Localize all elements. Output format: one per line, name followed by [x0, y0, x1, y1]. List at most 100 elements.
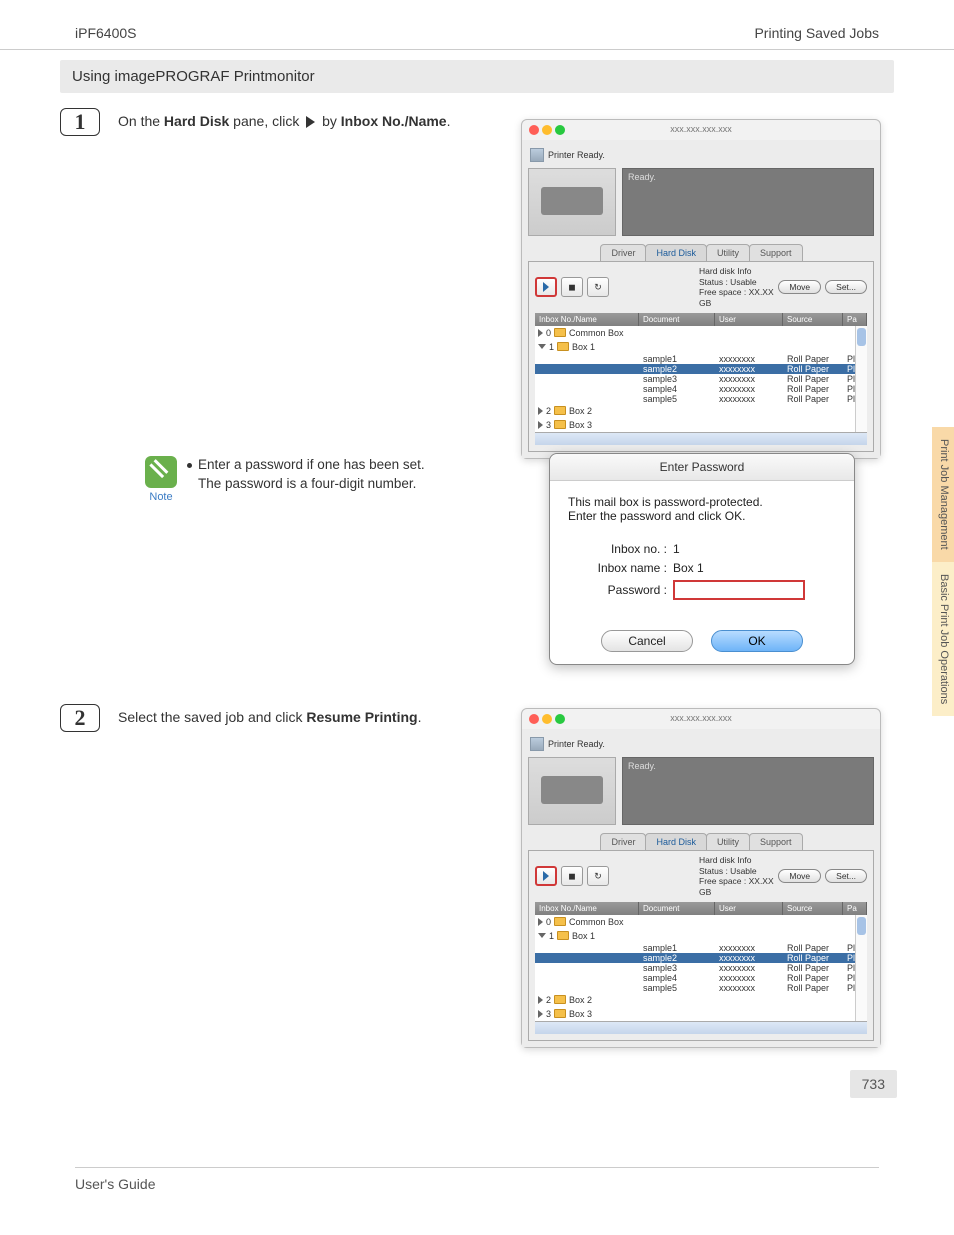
- folder-icon: [557, 342, 569, 351]
- inbox-name-label: Inbox name :: [568, 561, 673, 575]
- tab-hard-disk[interactable]: Hard Disk: [645, 244, 707, 261]
- refresh-button[interactable]: ↻: [587, 277, 609, 297]
- minimize-icon[interactable]: [542, 125, 552, 135]
- job-sample5[interactable]: sample5xxxxxxxxRoll PaperPlai: [535, 983, 867, 993]
- refresh-button[interactable]: ↻: [587, 866, 609, 886]
- play-icon: [543, 871, 549, 881]
- v-scrollbar[interactable]: [855, 915, 867, 1021]
- header-right: Printing Saved Jobs: [754, 25, 879, 41]
- cancel-button[interactable]: Cancel: [601, 630, 693, 652]
- tree-common-box[interactable]: 0 Common Box: [535, 326, 867, 340]
- job-sample5[interactable]: sample5xxxxxxxxRoll PaperPlai: [535, 394, 867, 404]
- zoom-icon[interactable]: [555, 125, 565, 135]
- printmonitor-window-2: xxx.xxx.xxx.xxx Printer Ready. Ready. Dr…: [521, 708, 881, 1048]
- folder-icon: [554, 917, 566, 926]
- close-icon[interactable]: [529, 714, 539, 724]
- tab-utility[interactable]: Utility: [706, 833, 750, 850]
- job-sample1[interactable]: sample1xxxxxxxxRoll PaperPlai: [535, 354, 867, 364]
- expand-icon: [538, 329, 543, 337]
- col-user: User: [715, 313, 783, 326]
- col-document: Document: [639, 313, 715, 326]
- tree-box-1[interactable]: 1 Box 1: [535, 340, 867, 354]
- printer-status-bar: Printer Ready.: [528, 735, 874, 757]
- set-button[interactable]: Set...: [825, 280, 867, 294]
- note-text: Enter a password if one has been set. Th…: [187, 456, 425, 494]
- printer-icon: [530, 148, 544, 162]
- h-scrollbar[interactable]: [535, 433, 867, 445]
- inbox-no-value: 1: [673, 542, 680, 556]
- tabs: Driver Hard Disk Utility Support: [528, 833, 874, 850]
- expand-icon: [538, 1010, 543, 1018]
- set-button[interactable]: Set...: [825, 869, 867, 883]
- footer: User's Guide: [75, 1167, 879, 1192]
- tabs: Driver Hard Disk Utility Support: [528, 244, 874, 261]
- toolbar-buttons: ◼ ↻: [535, 866, 609, 886]
- printer-preview-image: [528, 757, 616, 825]
- tab-driver[interactable]: Driver: [600, 244, 646, 261]
- page-number: 733: [850, 1070, 897, 1098]
- move-button[interactable]: Move: [778, 280, 821, 294]
- status-box: Ready.: [622, 168, 874, 236]
- folder-icon: [554, 328, 566, 337]
- resume-button[interactable]: [535, 866, 557, 886]
- hd-info: Hard disk Info Status : Usable Free spac…: [609, 266, 778, 309]
- hd-info: Hard disk Info Status : Usable Free spac…: [609, 855, 778, 898]
- job-sample4[interactable]: sample4xxxxxxxxRoll PaperPlai: [535, 973, 867, 983]
- tree-box-3[interactable]: 3 Box 3: [535, 1007, 867, 1021]
- job-sample3[interactable]: sample3xxxxxxxxRoll PaperPlai: [535, 963, 867, 973]
- step-number-1: 1: [60, 108, 100, 136]
- tree-common-box[interactable]: 0 Common Box: [535, 915, 867, 929]
- password-label: Password :: [568, 583, 673, 597]
- stop-button[interactable]: ◼: [561, 866, 583, 886]
- stop-button[interactable]: ◼: [561, 277, 583, 297]
- step-number-2: 2: [60, 704, 100, 732]
- folder-icon: [554, 995, 566, 1004]
- play-icon: [543, 282, 549, 292]
- inbox-no-label: Inbox no. :: [568, 542, 673, 556]
- window-title: xxx.xxx.xxx.xxx: [670, 124, 732, 134]
- header-left: iPF6400S: [75, 25, 136, 41]
- tab-hard-disk[interactable]: Hard Disk: [645, 833, 707, 850]
- col-source: Source: [783, 313, 843, 326]
- play-icon: [306, 116, 315, 128]
- job-sample4[interactable]: sample4xxxxxxxxRoll PaperPlai: [535, 384, 867, 394]
- tree-box-1[interactable]: 1 Box 1: [535, 929, 867, 943]
- col-inbox: Inbox No./Name: [535, 313, 639, 326]
- close-icon[interactable]: [529, 125, 539, 135]
- toolbar-buttons: ◼ ↻: [535, 277, 609, 297]
- tab-support[interactable]: Support: [749, 244, 803, 261]
- job-sample1[interactable]: sample1xxxxxxxxRoll PaperPlai: [535, 943, 867, 953]
- collapse-icon: [538, 344, 546, 349]
- tree-box-2[interactable]: 2 Box 2: [535, 404, 867, 418]
- printer-preview-image: [528, 168, 616, 236]
- printmonitor-window-1: xxx.xxx.xxx.xxx Printer Ready. Ready. Dr…: [521, 119, 881, 459]
- resume-button[interactable]: [535, 277, 557, 297]
- v-scrollbar[interactable]: [855, 326, 867, 432]
- minimize-icon[interactable]: [542, 714, 552, 724]
- job-sample3[interactable]: sample3xxxxxxxxRoll PaperPlai: [535, 374, 867, 384]
- job-sample2-selected[interactable]: sample2xxxxxxxxRoll PaperPlai: [535, 953, 867, 963]
- tab-support[interactable]: Support: [749, 833, 803, 850]
- tree-box-3[interactable]: 3 Box 3: [535, 418, 867, 432]
- expand-icon: [538, 421, 543, 429]
- pw-msg1: This mail box is password-protected.: [568, 495, 836, 509]
- tab-utility[interactable]: Utility: [706, 244, 750, 261]
- move-button[interactable]: Move: [778, 869, 821, 883]
- printer-icon: [530, 737, 544, 751]
- collapse-icon: [538, 933, 546, 938]
- note-label: Note: [145, 491, 177, 503]
- job-sample2-selected[interactable]: sample2xxxxxxxxRoll PaperPlai: [535, 364, 867, 374]
- side-tab-management[interactable]: Print Job Management: [932, 427, 954, 562]
- dialog-title: Enter Password: [550, 454, 854, 481]
- password-input[interactable]: [673, 580, 805, 600]
- ok-button[interactable]: OK: [711, 630, 803, 652]
- side-tab-basic-ops[interactable]: Basic Print Job Operations: [932, 562, 954, 716]
- status-box: Ready.: [622, 757, 874, 825]
- h-scrollbar[interactable]: [535, 1022, 867, 1034]
- zoom-icon[interactable]: [555, 714, 565, 724]
- tree-box-2[interactable]: 2 Box 2: [535, 993, 867, 1007]
- job-tree: 0 Common Box 1 Box 1 sample1xxxxxxxxRoll…: [535, 915, 867, 1022]
- expand-icon: [538, 918, 543, 926]
- pencil-icon: [145, 456, 177, 488]
- tab-driver[interactable]: Driver: [600, 833, 646, 850]
